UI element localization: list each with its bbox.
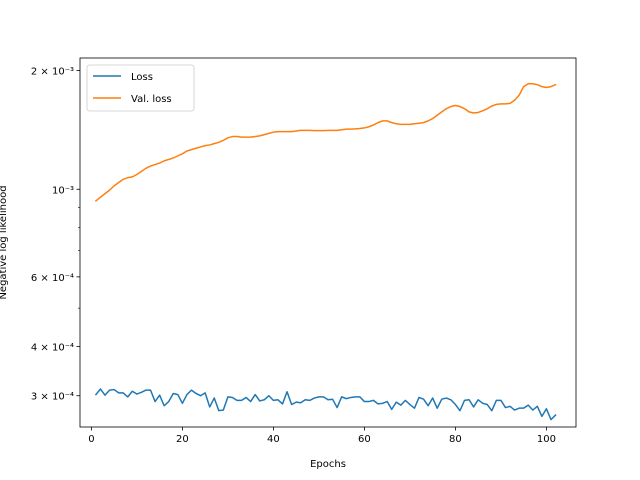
x-tick-label: 20 bbox=[176, 434, 189, 445]
y-axis: 3 × 10⁻⁴ 4 × 10⁻⁴ 6 × 10⁻⁴ 10⁻³ 2 × 10⁻³ bbox=[31, 66, 80, 403]
x-tick-label: 0 bbox=[88, 434, 94, 445]
x-tick-label: 40 bbox=[267, 434, 280, 445]
x-tick-label: 60 bbox=[358, 434, 371, 445]
x-tick-label: 80 bbox=[449, 434, 462, 445]
series-line-val-loss bbox=[94, 83, 557, 202]
x-tick-label: 100 bbox=[537, 434, 556, 445]
legend: Loss Val. loss bbox=[86, 64, 195, 112]
x-axis: 0 20 40 60 80 100 bbox=[88, 427, 556, 445]
y-tick-label: 2 × 10⁻³ bbox=[31, 66, 74, 77]
series-line-loss bbox=[94, 388, 557, 421]
plot-frame bbox=[79, 57, 577, 428]
y-tick-label: 6 × 10⁻⁴ bbox=[31, 273, 74, 284]
legend-label: Loss bbox=[131, 72, 153, 83]
y-tick-label: 4 × 10⁻⁴ bbox=[31, 342, 74, 353]
y-axis-label: Negative log likelihood bbox=[0, 185, 9, 299]
x-axis-label: Epochs bbox=[310, 459, 346, 470]
plot-lines bbox=[94, 83, 557, 421]
y-tick-label: 3 × 10⁻⁴ bbox=[31, 392, 74, 403]
legend-label: Val. loss bbox=[131, 94, 172, 105]
y-tick-label: 10⁻³ bbox=[52, 185, 74, 196]
